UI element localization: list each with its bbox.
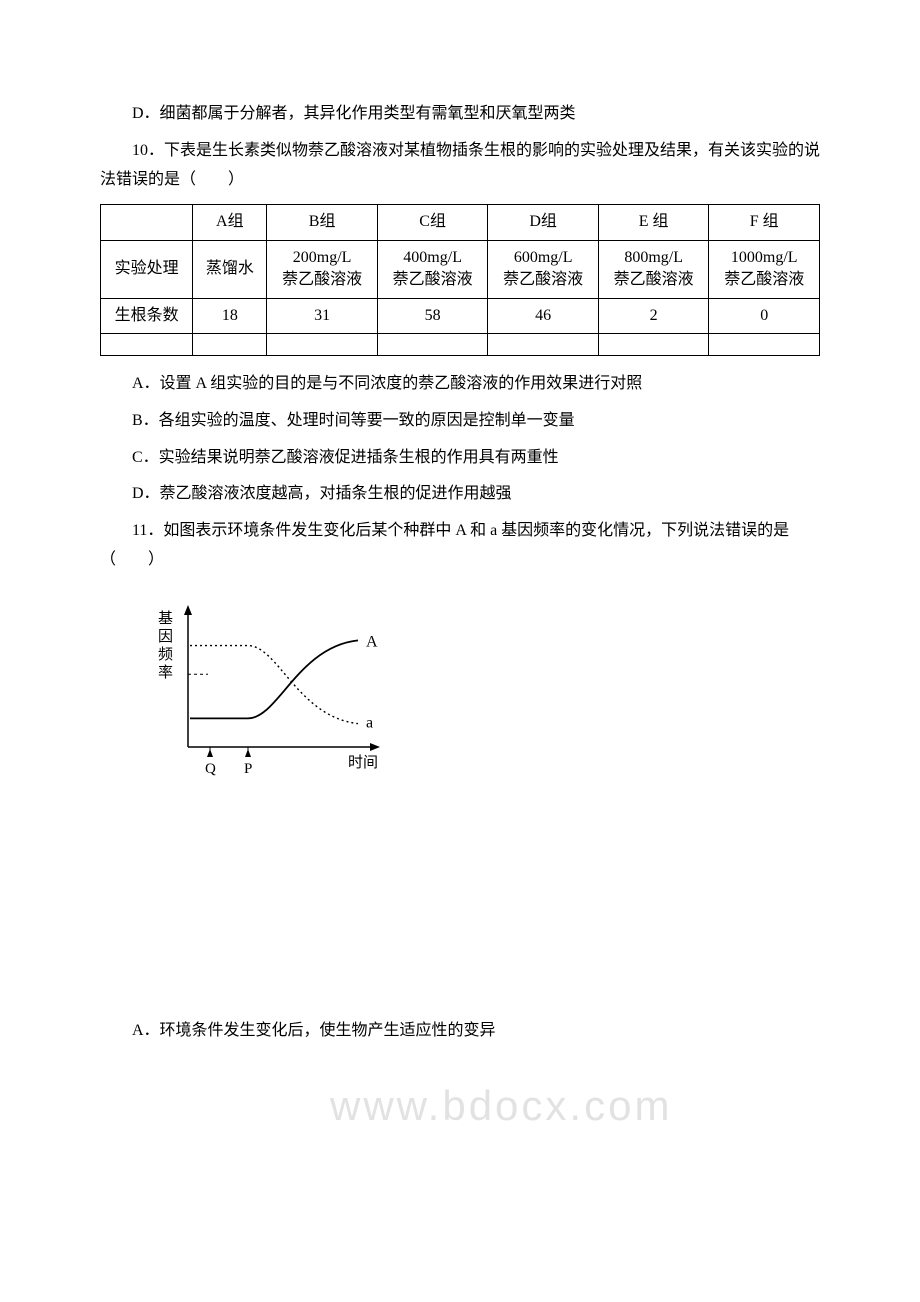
table-row-treatment: 实验处理 蒸馏水 200mg/L 萘乙酸溶液 400mg/L 萘乙酸溶液 600… [101, 240, 820, 298]
table-empty-row [101, 333, 820, 355]
table-row-roots: 生根条数 18 31 58 46 2 0 [101, 298, 820, 333]
svg-text:Q: Q [205, 761, 216, 777]
cell-d-top: 600mg/L [496, 247, 590, 269]
svg-text:基: 基 [158, 610, 173, 627]
cell-c-bot: 萘乙酸溶液 [386, 269, 480, 291]
svg-text:率: 率 [158, 664, 173, 681]
cell-c-treatment: 400mg/L 萘乙酸溶液 [377, 240, 488, 298]
cell-a-roots: 18 [193, 298, 267, 333]
option-c-q10: C．实验结果说明萘乙酸溶液促进插条生根的作用具有两重性 [100, 444, 820, 473]
cell-c-roots: 58 [377, 298, 488, 333]
cell-b-top: 200mg/L [275, 247, 369, 269]
row2-label: 生根条数 [101, 298, 193, 333]
table-header-d: D组 [488, 205, 599, 240]
svg-text:A: A [366, 633, 378, 650]
option-d-q10: D．萘乙酸溶液浓度越高，对插条生根的促进作用越强 [100, 480, 820, 509]
cell-e-top: 800mg/L [607, 247, 701, 269]
table-header-blank [101, 205, 193, 240]
svg-text:时间: 时间 [348, 754, 378, 771]
cell-b-roots: 31 [267, 298, 378, 333]
svg-text:a: a [366, 714, 373, 731]
cell-e-bot: 萘乙酸溶液 [607, 269, 701, 291]
question-11-stem: 11．如图表示环境条件发生变化后某个种群中 A 和 a 基因频率的变化情况，下列… [100, 517, 820, 575]
table-header-a: A组 [193, 205, 267, 240]
cell-f-top: 1000mg/L [717, 247, 811, 269]
table-header-e: E 组 [598, 205, 709, 240]
table-header-c: C组 [377, 205, 488, 240]
row1-label: 实验处理 [101, 240, 193, 298]
chart-svg: 基因频率时间 Q P Aa [136, 587, 416, 797]
cell-e-treatment: 800mg/L 萘乙酸溶液 [598, 240, 709, 298]
cell-b-bot: 萘乙酸溶液 [275, 269, 369, 291]
option-a-q11: A．环境条件发生变化后，使生物产生适应性的变异 [100, 1017, 820, 1046]
watermark-text: www.bdocx.com [330, 1068, 672, 1144]
table-header-f: F 组 [709, 205, 820, 240]
experiment-table: A组 B组 C组 D组 E 组 F 组 实验处理 蒸馏水 200mg/L 萘乙酸… [100, 204, 820, 356]
svg-text:P: P [244, 761, 252, 777]
cell-e-roots: 2 [598, 298, 709, 333]
question-10-stem: 10．下表是生长素类似物萘乙酸溶液对某植物插条生根的影响的实验处理及结果，有关该… [100, 137, 820, 195]
cell-f-bot: 萘乙酸溶液 [717, 269, 811, 291]
cell-b-treatment: 200mg/L 萘乙酸溶液 [267, 240, 378, 298]
cell-f-treatment: 1000mg/L 萘乙酸溶液 [709, 240, 820, 298]
option-a-q10: A．设置 A 组实验的目的是与不同浓度的萘乙酸溶液的作用效果进行对照 [100, 370, 820, 399]
option-b-q10: B．各组实验的温度、处理时间等要一致的原因是控制单一变量 [100, 407, 820, 436]
cell-a-treatment: 蒸馏水 [193, 240, 267, 298]
cell-d-treatment: 600mg/L 萘乙酸溶液 [488, 240, 599, 298]
svg-text:因: 因 [158, 628, 173, 645]
svg-text:频: 频 [158, 646, 173, 663]
cell-c-top: 400mg/L [386, 247, 480, 269]
cell-d-bot: 萘乙酸溶液 [496, 269, 590, 291]
cell-f-roots: 0 [709, 298, 820, 333]
table-header-row: A组 B组 C组 D组 E 组 F 组 [101, 205, 820, 240]
table-header-b: B组 [267, 205, 378, 240]
option-d-q9: D．细菌都属于分解者，其异化作用类型有需氧型和厌氧型两类 [100, 100, 820, 129]
gene-frequency-chart: 基因频率时间 Q P Aa [136, 587, 820, 797]
cell-d-roots: 46 [488, 298, 599, 333]
